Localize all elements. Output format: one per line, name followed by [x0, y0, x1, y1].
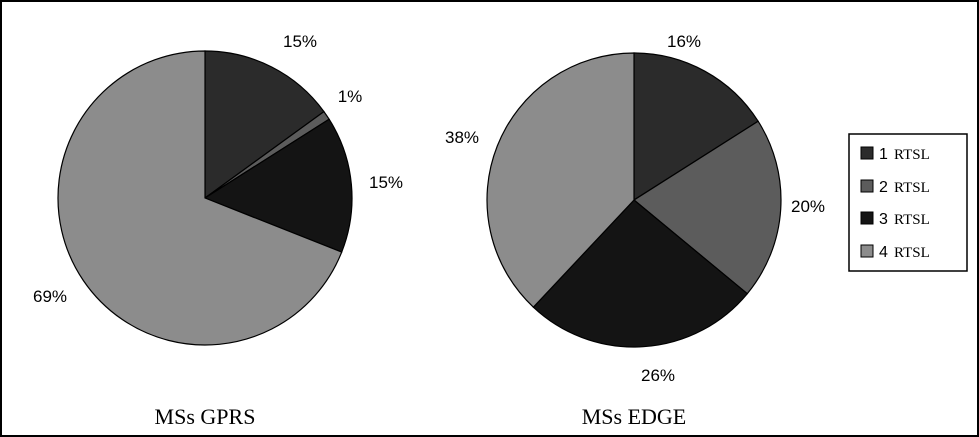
slice-mss-gprs-4 — [57, 50, 343, 346]
legend-number-4: 4 — [879, 244, 888, 261]
legend-label-2: RTSL — [894, 180, 930, 196]
legend-label-4: RTSL — [894, 245, 930, 261]
slice-label-0-1: 15% — [283, 32, 317, 51]
pie-edge-title: MSs EDGE — [582, 404, 687, 429]
legend: 1 RTSL 2 RTSL 3 RTSL 4 RTSL — [848, 133, 968, 272]
legend-swatch-4 — [860, 244, 874, 258]
slice-label-1-3: 26% — [641, 366, 675, 385]
legend-number-1: 1 — [879, 146, 888, 163]
legend-number-2: 2 — [879, 179, 888, 196]
legend-number-3: 3 — [879, 211, 888, 228]
pie-gprs: 15% 1% 15% 69% — [33, 32, 403, 346]
pie-gprs-title: MSs GPRS — [155, 404, 256, 429]
legend-swatch-2 — [860, 179, 874, 193]
legend-swatch-3 — [860, 211, 874, 225]
slice-label-1-2: 20% — [791, 197, 825, 216]
slice-mss-gprs-3 — [203, 118, 353, 253]
slice-mss-gprs-1 — [204, 50, 325, 200]
slice-label-1-4: 38% — [445, 128, 479, 147]
slice-mss-edge-1 — [633, 52, 759, 202]
legend-label-3: RTSL — [894, 212, 930, 228]
slice-mss-edge-2 — [632, 120, 782, 295]
slice-mss-edge-4 — [486, 52, 635, 309]
legend-label-1: RTSL — [894, 147, 930, 163]
legend-swatch-1 — [860, 146, 874, 160]
slice-label-1-1: 16% — [667, 32, 701, 51]
slice-label-0-4: 69% — [33, 287, 67, 306]
slice-label-0-2: 1% — [338, 87, 363, 106]
slice-mss-edge-3 — [532, 199, 749, 348]
slice-label-0-3: 15% — [369, 173, 403, 192]
pie-edge: 16% 20% 26% 38% — [445, 32, 825, 385]
